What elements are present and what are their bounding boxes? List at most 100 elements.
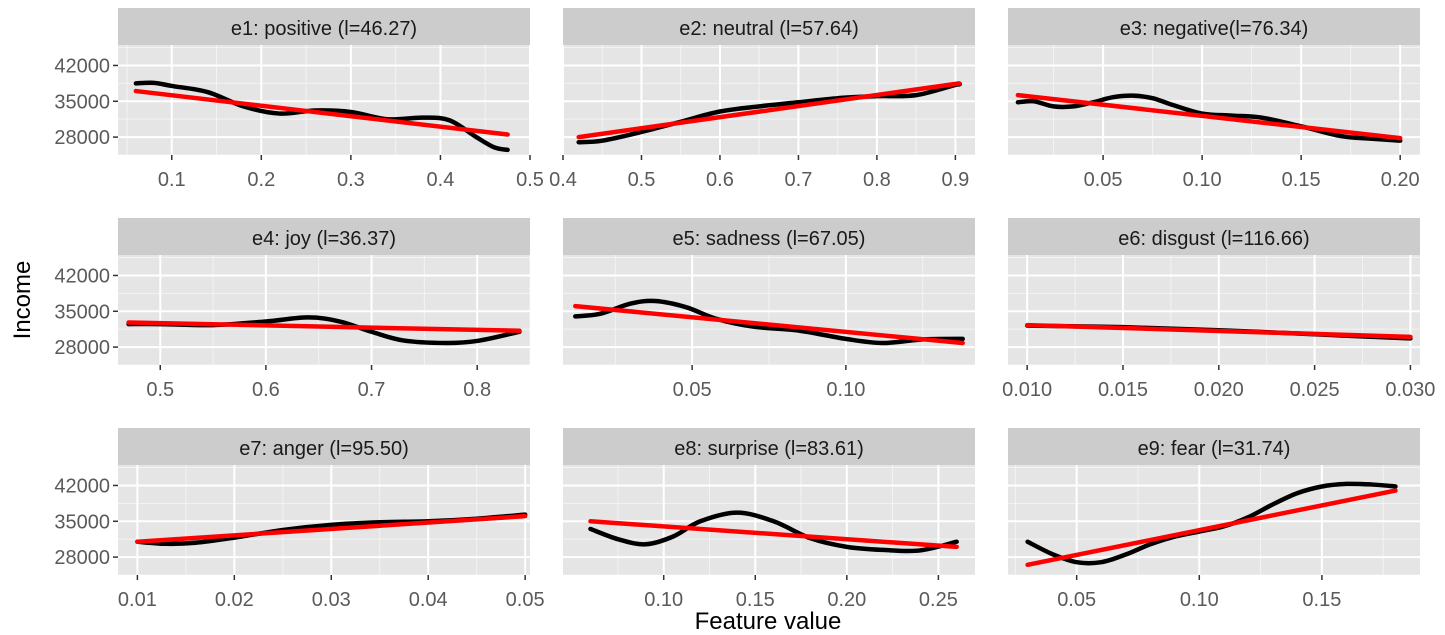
panel-4: e4: joy (l=36.37) 0.5 0.6 0.7 0.8 28000 35000 4… [54, 218, 530, 401]
panel-strip [118, 8, 530, 45]
x-tick-label: 0.020 [1194, 379, 1244, 401]
y-tick-label: 28000 [54, 337, 110, 359]
panel-strip [563, 8, 975, 45]
panel-title: e9: fear (l=31.74) [1138, 438, 1291, 460]
x-tick-label: 0.05 [1057, 589, 1096, 611]
x-tick-label: 0.10 [1180, 589, 1219, 611]
x-tick-label: 0.1 [158, 169, 186, 191]
panel-grid: e1: positive (l=46.27) 0.1 0.2 0.3 0.4 0.5 280… [54, 8, 1435, 611]
linear-fit-line [573, 303, 965, 346]
panel-title: e2: neutral (l=57.64) [679, 18, 859, 40]
panel-series [135, 512, 528, 547]
panel-strip [563, 428, 975, 465]
x-tick-label: 0.04 [409, 589, 448, 611]
panel-strip [563, 218, 975, 255]
panel-background [118, 45, 530, 155]
x-tick-label: 0.4 [427, 169, 455, 191]
panel-gridlines [118, 45, 530, 155]
x-tick-label: 0.05 [506, 589, 545, 611]
smooth-line [588, 510, 959, 554]
panel-gridlines [563, 45, 975, 155]
panel-series [126, 315, 522, 346]
x-tick-label: 0.02 [215, 589, 254, 611]
x-tick-label: 0.15 [1282, 169, 1321, 191]
panel-series [576, 81, 963, 145]
x-tick-label: 0.10 [644, 589, 683, 611]
panel-title: e7: anger (l=95.50) [239, 438, 409, 460]
panel-2: e2: neutral (l=57.64) 0.4 0.5 0.6 0.7 0.8 0.9 [549, 8, 975, 191]
y-tick-label: 42000 [54, 55, 110, 77]
x-tick-label: 0.3 [337, 169, 365, 191]
x-tick-label: 0.25 [919, 589, 958, 611]
panel-1: e1: positive (l=46.27) 0.1 0.2 0.3 0.4 0.5 280… [54, 8, 544, 191]
panel-3: e3: negative(l=76.34) 0.05 0.10 0.15 0.20 [1008, 8, 1420, 191]
x-tick-label: 0.025 [1290, 379, 1340, 401]
linear-fit-line [1015, 92, 1403, 141]
y-tick-label: 42000 [54, 475, 110, 497]
panel-title: e1: positive (l=46.27) [231, 18, 417, 40]
x-tick-label: 0.6 [252, 379, 280, 401]
panel-series [1025, 481, 1398, 568]
linear-fit-line [1024, 322, 1413, 340]
panel-strip [1008, 428, 1420, 465]
panel-7: e7: anger (l=95.50) 0.01 0.02 0.03 0.04 0.05 2… [54, 428, 545, 611]
x-axis-title: Feature value [695, 608, 842, 635]
x-tick-label: 0.03 [312, 589, 351, 611]
x-tick-label: 0.05 [673, 379, 712, 401]
x-tick-label: 0.10 [1183, 169, 1222, 191]
panel-series [573, 298, 965, 346]
panel-title: e8: surprise (l=83.61) [674, 438, 864, 460]
smooth-line [1015, 93, 1403, 143]
panel-title: e6: disgust (l=116.66) [1118, 228, 1309, 250]
panel-strip [1008, 218, 1420, 255]
panel-series [1024, 322, 1413, 341]
x-tick-label: 0.9 [941, 169, 969, 191]
x-tick-label: 0.010 [1002, 379, 1052, 401]
x-tick-label: 0.05 [1084, 169, 1123, 191]
linear-fit-line [126, 320, 522, 333]
x-tick-label: 0.7 [358, 379, 386, 401]
panel-background [1008, 255, 1420, 365]
linear-fit-line [135, 513, 528, 544]
x-tick-label: 0.4 [549, 169, 577, 191]
x-tick-label: 0.030 [1385, 379, 1435, 401]
x-tick-label: 0.8 [863, 169, 891, 191]
y-tick-label: 28000 [54, 127, 110, 149]
x-tick-label: 0.20 [827, 589, 866, 611]
x-tick-label: 0.5 [628, 169, 656, 191]
panel-background [563, 45, 975, 155]
x-tick-label: 0.01 [118, 589, 157, 611]
panel-series [1015, 92, 1403, 143]
y-tick-label: 35000 [54, 511, 110, 533]
panel-series [588, 510, 959, 554]
y-axis-title: Income [9, 261, 36, 340]
x-tick-label: 0.6 [706, 169, 734, 191]
x-tick-label: 0.5 [146, 379, 174, 401]
x-tick-label: 0.2 [247, 169, 275, 191]
x-tick-label: 0.015 [1098, 379, 1148, 401]
smooth-line [133, 80, 510, 153]
panel-strip [118, 218, 530, 255]
panel-background [118, 255, 530, 365]
y-tick-label: 35000 [54, 301, 110, 323]
x-tick-label: 0.15 [1302, 589, 1341, 611]
panel-8: e8: surprise (l=83.61) 0.10 0.15 0.20 0.25 [563, 428, 975, 611]
x-tick-label: 0.15 [736, 589, 775, 611]
x-tick-label: 0.10 [826, 379, 865, 401]
panel-gridlines [563, 465, 975, 575]
y-tick-label: 35000 [54, 91, 110, 113]
panel-gridlines [118, 465, 530, 575]
panel-series [133, 80, 510, 153]
panel-gridlines [118, 255, 530, 365]
panel-5: e5: sadness (l=67.05) 0.05 0.10 [563, 218, 975, 401]
y-tick-label: 28000 [54, 547, 110, 569]
panel-9: e9: fear (l=31.74) 0.05 0.10 0.15 [1008, 428, 1420, 611]
panel-strip [118, 428, 530, 465]
panel-gridlines [1008, 255, 1420, 365]
panel-6: e6: disgust (l=116.66) 0.010 0.015 0.020 0.0… [1002, 218, 1435, 401]
x-tick-label: 0.8 [463, 379, 491, 401]
panel-title: e3: negative(l=76.34) [1120, 18, 1308, 40]
y-tick-label: 42000 [54, 265, 110, 287]
linear-fit-line [1025, 488, 1398, 568]
